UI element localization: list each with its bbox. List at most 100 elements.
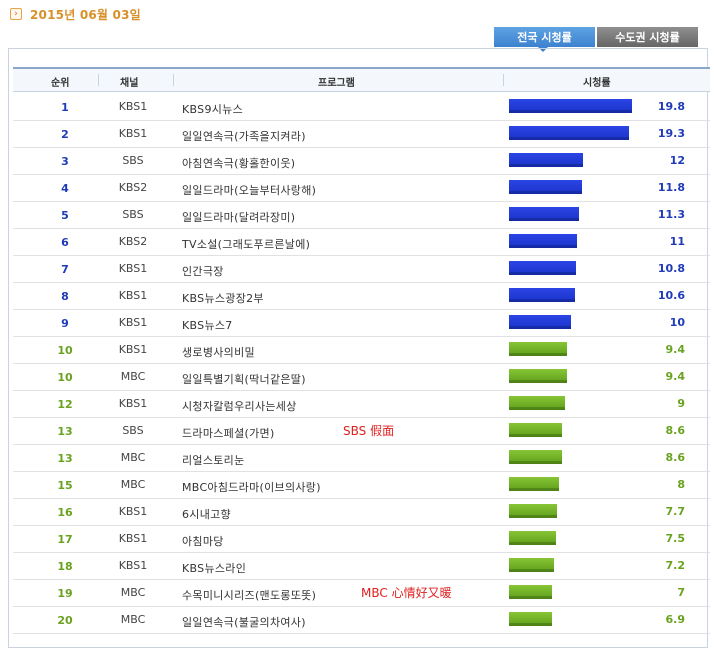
rating-bar: [509, 99, 632, 113]
rating-bar: [509, 207, 580, 221]
program-link[interactable]: 일일연속극(가족을지켜라): [182, 130, 306, 143]
rating-bar: [509, 180, 583, 194]
header-channel: 채널: [120, 78, 139, 89]
rating-bar: [509, 315, 571, 329]
rank-cell: 10: [57, 371, 73, 384]
program-link[interactable]: TV소설(그래도푸르른날에): [182, 238, 311, 251]
channel-cell: MBC: [120, 613, 146, 626]
rating-bar: [509, 450, 563, 464]
rank-cell: 19: [57, 587, 73, 600]
program-link[interactable]: KBS뉴스라인: [182, 562, 247, 575]
program-link[interactable]: 수목미니시리즈(맨도롱또똣): [182, 589, 317, 602]
rating-bar: [509, 423, 563, 437]
program-link[interactable]: KBS뉴스광장2부: [182, 292, 264, 305]
program-link[interactable]: MBC아침드라마(이브의사랑): [182, 481, 321, 494]
tab-national-rating[interactable]: 전국 시청률: [494, 27, 595, 47]
rating-bar: [509, 585, 553, 599]
channel-cell: KBS2: [118, 235, 148, 248]
rank-cell: 13: [57, 452, 73, 465]
channel-cell: SBS: [122, 424, 144, 437]
channel-cell: KBS1: [118, 559, 148, 572]
channel-cell: SBS: [122, 154, 144, 167]
date-label: 2015년 06월 03일: [30, 7, 141, 22]
rank-cell: 20: [57, 614, 73, 627]
program-link[interactable]: KBS뉴스7: [182, 319, 233, 332]
chevron-right-icon: ›: [10, 8, 22, 20]
rank-cell: 2: [61, 128, 69, 141]
program-link[interactable]: 드라마스페셜(가면): [182, 427, 275, 440]
rating-value: 8.6: [665, 424, 686, 437]
table-row: 18 KBS1 KBS뉴스라인 7.2: [13, 553, 710, 580]
table-row: 17 KBS1 아침마당 7.5: [13, 526, 710, 553]
program-link[interactable]: 아침마당: [182, 535, 224, 548]
program-link[interactable]: 일일연속극(불굴의차여사): [182, 616, 306, 629]
tab-pointer-icon: [538, 47, 548, 52]
rating-bar: [509, 261, 576, 275]
table-row: 19 MBC 수목미니시리즈(맨도롱또똣) MBC 心情好又暖 7: [13, 580, 710, 607]
rank-cell: 8: [61, 290, 69, 303]
tab-capital-area-rating[interactable]: 수도권 시청률: [597, 27, 698, 47]
channel-cell: KBS2: [118, 181, 148, 194]
rank-cell: 17: [57, 533, 73, 546]
rating-value: 11.3: [657, 208, 685, 221]
rank-cell: 6: [61, 236, 69, 249]
header-rating: 시청률: [583, 78, 611, 89]
rating-bar: [509, 558, 554, 572]
channel-cell: KBS1: [118, 532, 148, 545]
rank-cell: 9: [61, 317, 69, 330]
program-link[interactable]: 일일드라마(오늘부터사랑해): [182, 184, 317, 197]
table-row: 3 SBS 아침연속극(황홀한이웃) 12: [13, 148, 710, 175]
table-row: 4 KBS2 일일드라마(오늘부터사랑해) 11.8: [13, 175, 710, 202]
table-row: 1 KBS1 KBS9시뉴스 19.8: [13, 94, 710, 121]
rating-value: 9: [677, 397, 685, 410]
program-link[interactable]: 아침연속극(황홀한이웃): [182, 157, 296, 170]
channel-cell: KBS1: [118, 316, 148, 329]
table-row: 9 KBS1 KBS뉴스7 10: [13, 310, 710, 337]
rank-cell: 12: [57, 398, 73, 411]
rating-value: 10: [669, 316, 685, 329]
program-link[interactable]: KBS9시뉴스: [182, 103, 244, 116]
rating-value: 7: [677, 586, 685, 599]
date-row: › 2015년 06월 03일: [10, 6, 141, 22]
channel-cell: KBS1: [118, 505, 148, 518]
channel-cell: MBC: [120, 586, 146, 599]
program-link[interactable]: 인간극장: [182, 265, 224, 278]
program-link[interactable]: 일일드라마(달려라장미): [182, 211, 296, 224]
header-divider: [173, 74, 174, 86]
rating-bar: [509, 126, 629, 140]
rating-bar: [509, 477, 559, 491]
program-link[interactable]: 일일특별기획(딱너같은딸): [182, 373, 306, 386]
rank-cell: 1: [61, 101, 69, 114]
annotation-note: SBS 假面: [343, 424, 395, 438]
table-row: 6 KBS2 TV소설(그래도푸르른날에) 11: [13, 229, 710, 256]
table-row: 16 KBS1 6시내고향 7.7: [13, 499, 710, 526]
table-header: 순위 채널 프로그램 시청률: [13, 67, 710, 92]
channel-cell: KBS1: [118, 397, 148, 410]
rank-cell: 4: [61, 182, 69, 195]
table-row: 8 KBS1 KBS뉴스광장2부 10.6: [13, 283, 710, 310]
program-link[interactable]: 리얼스토리눈: [182, 454, 245, 467]
rank-cell: 7: [61, 263, 69, 276]
program-link[interactable]: 시청자칼럼우리사는세상: [182, 400, 297, 413]
channel-cell: KBS1: [118, 100, 148, 113]
rating-bar: [509, 369, 568, 383]
rating-bar: [509, 342, 568, 356]
rating-value: 9.4: [665, 370, 686, 383]
program-link[interactable]: 6시내고향: [182, 508, 231, 521]
table-row: 2 KBS1 일일연속극(가족을지켜라) 19.3: [13, 121, 710, 148]
channel-cell: MBC: [120, 478, 146, 491]
annotation-note: MBC 心情好又暖: [361, 586, 452, 600]
rating-value: 8: [677, 478, 685, 491]
table-row: 12 KBS1 시청자칼럼우리사는세상 9: [13, 391, 710, 418]
table-row: 10 KBS1 생로병사의비밀 9.4: [13, 337, 710, 364]
rating-bar: [509, 234, 578, 248]
rank-cell: 16: [57, 506, 73, 519]
table-row: 10 MBC 일일특별기획(딱너같은딸) 9.4: [13, 364, 710, 391]
rating-value: 12: [669, 154, 685, 167]
program-link[interactable]: 생로병사의비밀: [182, 346, 255, 359]
channel-cell: MBC: [120, 370, 146, 383]
channel-cell: KBS1: [118, 127, 148, 140]
channel-cell: MBC: [120, 451, 146, 464]
header-rank: 순위: [51, 78, 70, 89]
channel-cell: SBS: [122, 208, 144, 221]
